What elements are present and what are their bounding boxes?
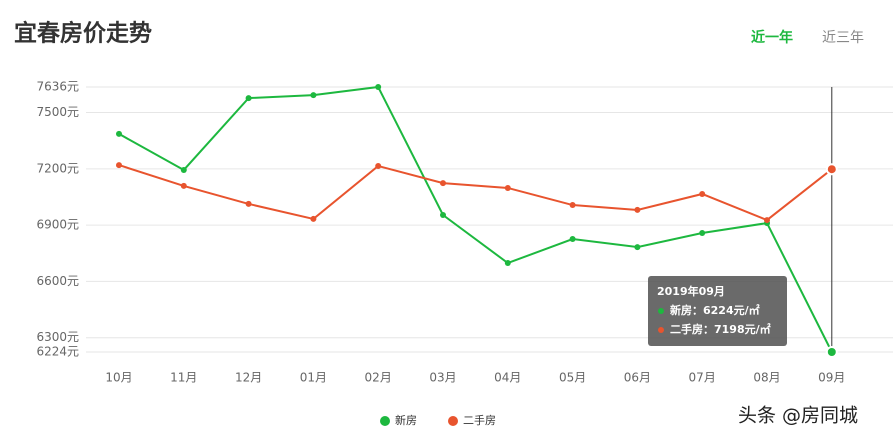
tooltip-line: 新房：6224元/㎡ [670,303,760,317]
tab-active[interactable]: 近一年 [751,29,793,46]
data-point [569,202,576,209]
data-point [375,163,382,170]
x-tick-label: 01月 [300,371,327,385]
data-point [180,166,187,173]
tab[interactable]: 近三年 [822,30,864,46]
x-tick-label: 02月 [365,371,392,385]
series-line [118,164,833,222]
x-tick-label: 11月 [170,371,197,385]
x-tick-label: 12月 [235,371,262,385]
tooltip-box [648,276,787,346]
tooltip-title: 2019年09月 [657,284,725,298]
data-point [634,206,641,213]
x-tick-label: 04月 [494,371,521,385]
y-tick-label: 7200元 [36,161,79,175]
data-point [180,182,187,189]
data-point [825,163,838,176]
legend-swatch [448,416,458,426]
tooltip-line: 二手房：7198元/㎡ [670,322,771,336]
tooltip-dot [658,308,664,314]
x-tick-label: 08月 [753,371,780,385]
x-tick-label: 10月 [105,371,132,385]
x-tick-label: 07月 [689,371,716,385]
y-tick-label: 6600元 [36,274,79,288]
x-tick-label: 09月 [818,371,845,385]
data-point [504,184,511,191]
tooltip-dot [658,327,664,333]
data-point [569,236,576,243]
legend-swatch [380,416,390,426]
data-point [310,215,317,222]
data-point [375,84,382,90]
data-point [440,180,446,187]
data-point [245,200,252,207]
x-tick-label: 05月 [559,371,586,385]
x-tick-label: 06月 [624,371,651,385]
data-point [116,162,122,169]
data-point [699,230,706,237]
series-line [118,85,833,353]
data-point [310,92,317,99]
watermark: 头条 @房同城 [738,405,858,427]
data-point [245,95,252,102]
y-tick-label: 6900元 [36,218,79,232]
y-tick-label: 6300元 [36,330,79,344]
data-point [764,217,770,224]
chart-title: 宜春房价走势 [14,20,152,47]
data-point [699,190,706,197]
data-point [440,211,446,218]
y-tick-label: 7636元 [36,80,79,94]
y-tick-label: 6224元 [36,345,79,359]
data-point [116,130,122,137]
y-tick-label: 7500元 [36,105,79,119]
data-point [634,244,641,251]
legend-label: 二手房 [463,413,496,427]
data-point [825,346,838,358]
x-tick-label: 03月 [429,371,456,385]
data-point [504,260,511,267]
legend-label: 新房 [395,413,417,427]
